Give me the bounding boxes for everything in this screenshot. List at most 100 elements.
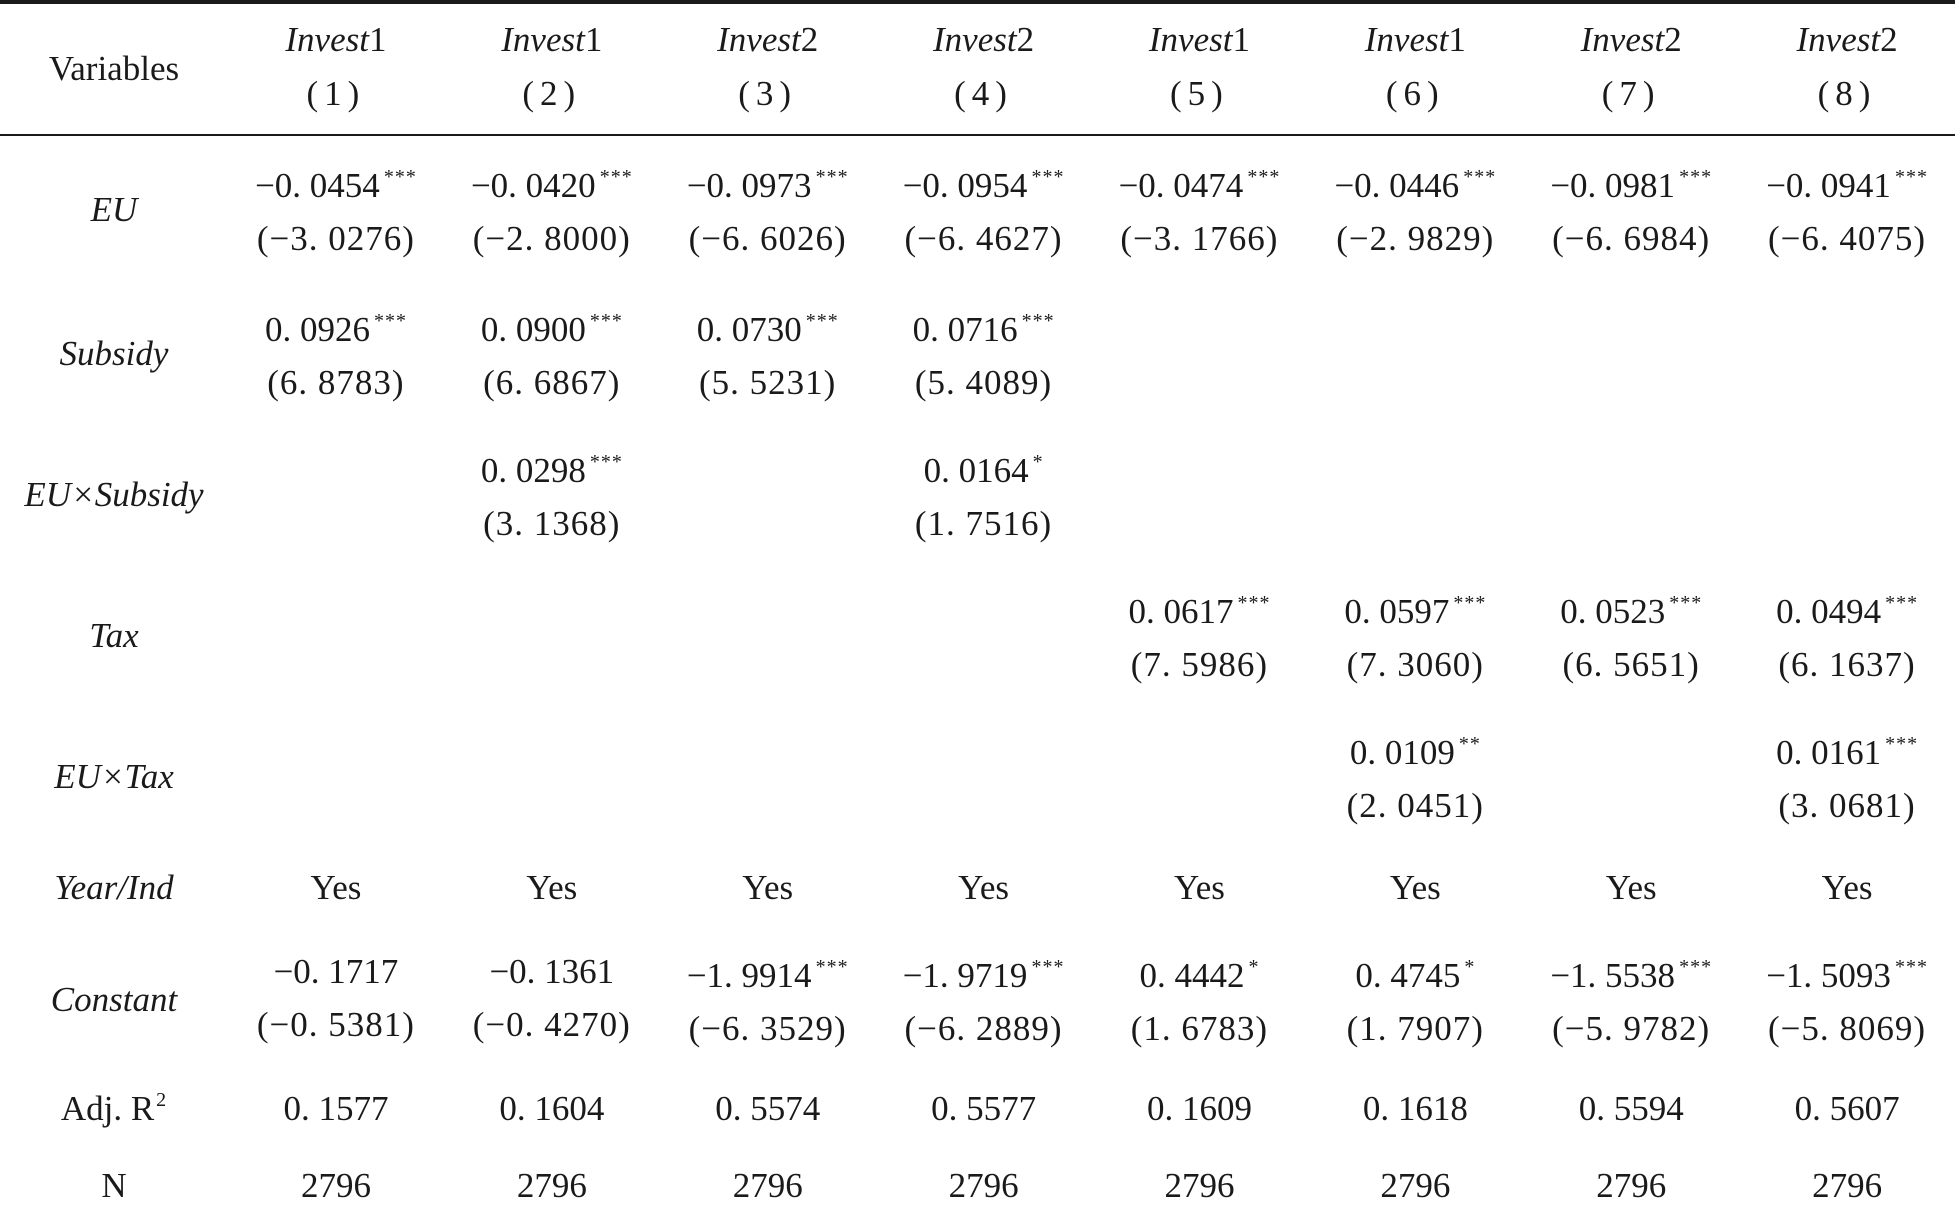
coef-cell: 0. 0161 *** (3. 0681) bbox=[1739, 706, 1955, 847]
model-number: (6) bbox=[1385, 74, 1445, 113]
variable-label: EU×Subsidy bbox=[24, 474, 204, 514]
coef-cell: −0. 1361 (−0. 4270) bbox=[444, 929, 660, 1070]
variable-label: Constant bbox=[50, 979, 178, 1019]
dep-var-base: Invest bbox=[717, 20, 801, 59]
variable-label: Tax bbox=[89, 615, 139, 655]
t-statistic: (6. 5651) bbox=[1562, 645, 1700, 684]
adj-r2-label-text: Adj. R bbox=[60, 1088, 155, 1128]
coef-cell: −0. 0420 *** (−2. 8000) bbox=[444, 135, 660, 283]
value-cell: Yes bbox=[1821, 868, 1873, 907]
value-cell: 0. 1604 bbox=[499, 1088, 605, 1128]
coef-cell: −0. 0446 *** (−2. 9829) bbox=[1307, 135, 1523, 283]
column-header: Invest2 (8) bbox=[1739, 0, 1955, 136]
coef-cell: 0. 4745 * (1. 7907) bbox=[1307, 929, 1523, 1070]
coef-cell: −0. 0474 *** (−3. 1766) bbox=[1092, 135, 1308, 283]
t-statistic: (1. 7516) bbox=[914, 504, 1053, 543]
significance-stars: *** bbox=[1679, 956, 1713, 978]
coefficient: −0. 1361 bbox=[489, 951, 615, 991]
significance-stars: *** bbox=[1894, 166, 1928, 188]
value-cell: 0. 5594 bbox=[1578, 1088, 1684, 1128]
column-header: Invest2 (7) bbox=[1523, 0, 1740, 136]
coef-cell bbox=[444, 706, 660, 847]
coefficient: 0. 0161 bbox=[1776, 733, 1882, 772]
t-statistic: (6. 8783) bbox=[267, 363, 405, 402]
t-statistic: (−0. 5381) bbox=[256, 1004, 415, 1044]
coef-cell bbox=[660, 565, 876, 706]
coef-cell bbox=[228, 706, 444, 847]
row-subsidy: Subsidy 0. 0926 *** (6. 8783) 0. 0900 *** (6.… bbox=[0, 283, 1955, 424]
value-cell: 2796 bbox=[1812, 1165, 1883, 1205]
coefficient: 0. 0926 bbox=[264, 310, 370, 349]
t-statistic: (−6. 6026) bbox=[688, 219, 847, 258]
dep-var-num: 1 bbox=[368, 20, 387, 59]
coefficient: 0. 0597 bbox=[1344, 592, 1450, 631]
dep-var-num: 2 bbox=[1016, 20, 1035, 59]
coef-cell: −1. 5093 *** (−5. 8069) bbox=[1739, 929, 1955, 1070]
coefficient: −0. 0474 bbox=[1118, 166, 1244, 205]
coef-cell: 0. 0730 *** (5. 5231) bbox=[660, 283, 876, 424]
coefficient: 0. 0730 bbox=[696, 310, 802, 349]
coef-cell bbox=[660, 424, 876, 565]
adj-r2-superscript: 2 bbox=[156, 1088, 168, 1111]
row-year-ind: Year/Ind Yes Yes Yes Yes Yes Yes Yes Yes bbox=[0, 847, 1955, 929]
coef-cell bbox=[1092, 706, 1308, 847]
coef-cell: −1. 9719 *** (−6. 2889) bbox=[876, 929, 1092, 1070]
coef-cell: −1. 5538 *** (−5. 9782) bbox=[1523, 929, 1739, 1070]
row-n: N 2796 2796 2796 2796 2796 2796 2796 2796 bbox=[0, 1147, 1955, 1224]
model-number: (1) bbox=[306, 74, 366, 113]
coef-cell bbox=[1523, 706, 1739, 847]
t-statistic: (1. 7907) bbox=[1346, 1009, 1484, 1048]
coef-cell bbox=[1523, 283, 1739, 424]
value-cell: Yes bbox=[310, 868, 362, 907]
dep-var-base: Invest bbox=[1364, 20, 1449, 59]
coefficient: 0. 0298 bbox=[480, 451, 586, 490]
t-statistic: (6. 1637) bbox=[1778, 645, 1916, 684]
t-statistic: (−0. 4270) bbox=[472, 1004, 631, 1044]
t-statistic: (7. 3060) bbox=[1346, 645, 1484, 684]
significance-stars: *** bbox=[589, 451, 623, 473]
column-header: Invest1 (5) bbox=[1091, 0, 1308, 136]
significance-stars: *** bbox=[1679, 166, 1713, 188]
significance-stars: *** bbox=[1894, 956, 1928, 978]
significance-stars: *** bbox=[1453, 592, 1487, 614]
significance-stars: ** bbox=[1458, 733, 1481, 755]
model-number: (5) bbox=[1170, 74, 1229, 113]
significance-stars: * bbox=[1248, 956, 1260, 978]
significance-stars: *** bbox=[805, 310, 839, 332]
model-number: (4) bbox=[954, 74, 1013, 113]
coef-cell: 0. 0716 *** (5. 4089) bbox=[876, 283, 1092, 424]
coefficient: −1. 9914 bbox=[686, 956, 812, 995]
value-cell: Yes bbox=[1605, 868, 1657, 907]
column-header: Invest2 (3) bbox=[659, 0, 876, 136]
variable-label: Subsidy bbox=[59, 333, 169, 373]
t-statistic: (7. 5986) bbox=[1130, 645, 1269, 684]
value-cell: Yes bbox=[1389, 868, 1441, 907]
dep-var-num: 2 bbox=[1880, 20, 1898, 59]
dep-var-num: 1 bbox=[584, 20, 603, 59]
coef-cell: −0. 0973 *** (−6. 6026) bbox=[660, 135, 876, 283]
coef-cell: 0. 0109 ** (2. 0451) bbox=[1307, 706, 1523, 847]
t-statistic: (5. 5231) bbox=[699, 363, 837, 402]
coef-cell bbox=[1523, 424, 1739, 565]
coefficient: −0. 1717 bbox=[273, 951, 399, 991]
variables-header: Variables bbox=[0, 0, 228, 136]
column-header: Invest1 (2) bbox=[443, 0, 660, 136]
coef-cell: −0. 0941 *** (−6. 4075) bbox=[1739, 135, 1955, 283]
coefficient: 0. 4745 bbox=[1355, 956, 1461, 995]
coef-cell: −0. 1717 (−0. 5381) bbox=[228, 929, 444, 1070]
value-cell: 2796 bbox=[300, 1165, 371, 1205]
column-header: Invest1 (6) bbox=[1307, 0, 1524, 136]
t-statistic: (−3. 0276) bbox=[256, 219, 415, 258]
dep-var-base: Invest bbox=[933, 20, 1017, 59]
coefficient: −1. 9719 bbox=[902, 956, 1028, 995]
row-eu-subsidy: EU×Subsidy 0. 0298 *** (3. 1368) 0. 0164 * (1… bbox=[0, 424, 1955, 565]
significance-stars: *** bbox=[373, 310, 407, 332]
significance-stars: *** bbox=[815, 956, 849, 978]
t-statistic: (−6. 4075) bbox=[1768, 219, 1927, 258]
dep-var-base: Invest bbox=[1580, 20, 1665, 59]
value-cell: 0. 1577 bbox=[283, 1088, 389, 1128]
variable-label: Year/Ind bbox=[54, 868, 174, 907]
